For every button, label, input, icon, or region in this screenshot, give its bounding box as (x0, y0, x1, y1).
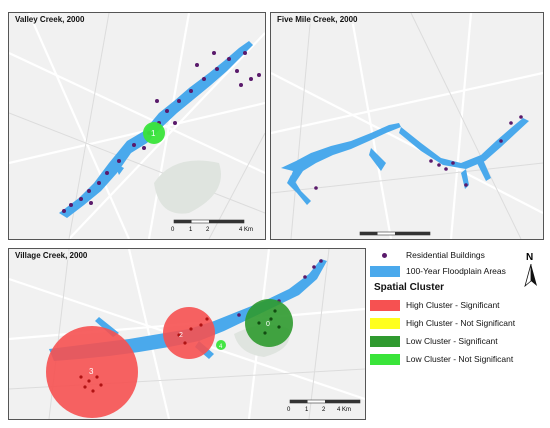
panel-title: Village Creek, 2000 (13, 251, 90, 260)
cluster-circle-high-significant (46, 326, 138, 418)
north-arrow: N (520, 252, 542, 288)
cluster-label: 4 (219, 344, 223, 350)
cluster-label: 2 (179, 332, 183, 339)
cluster-swatch (370, 336, 400, 347)
valley-creek-map: 1 (9, 13, 265, 239)
legend-floodplain: 100-Year Floodplain Areas (370, 266, 540, 278)
scale-tick-4km: 4 Km (239, 227, 254, 233)
panel-title: Five Mile Creek, 2000 (275, 15, 360, 24)
five-mile-creek-map (271, 13, 543, 239)
legend-item: Low Cluster - Not Significant (370, 354, 540, 366)
scale-tick-1: 1 (305, 407, 309, 413)
cluster-circle-low-not-significant (216, 340, 226, 350)
residential-building-icon (382, 253, 387, 258)
legend-item: High Cluster - Not Significant (370, 318, 540, 330)
scale-tick-2: 2 (206, 227, 210, 233)
map-panel-five-mile-creek: Five Mile Creek, 2000 0 1 2 4 Km (270, 12, 544, 240)
panel-title: Valley Creek, 2000 (13, 15, 87, 24)
village-creek-map: 3 2 4 0 (9, 249, 365, 419)
north-label: N (526, 252, 534, 263)
scale-tick-2: 2 (392, 239, 395, 240)
map-panel-valley-creek: 1 Valley Creek, 2000 0 1 2 4 Km (8, 12, 266, 240)
scale-tick-1: 1 (375, 239, 378, 240)
cluster-circle-high-significant (163, 307, 215, 359)
cluster-label: 3 (89, 367, 94, 376)
cluster-label: 1 (151, 129, 156, 138)
cluster-swatch (370, 300, 400, 311)
cluster-swatch (370, 318, 400, 329)
cluster-label: 0 (266, 321, 270, 328)
scale-tick-0: 0 (171, 227, 175, 233)
scale-tick-4km: 4 Km (337, 407, 352, 413)
legend-item: High Cluster - Significant (370, 300, 540, 312)
cluster-swatch (370, 354, 400, 365)
legend-item: Low Cluster - Significant (370, 336, 540, 348)
legend-residential: Residential Buildings (370, 250, 520, 262)
floodplain-area (281, 123, 401, 183)
scale-tick-4km: 4 Km (427, 239, 441, 240)
floodplain-swatch (370, 266, 400, 277)
scale-tick-0: 0 (357, 239, 360, 240)
cluster-circle-low-significant (245, 299, 293, 347)
scale-bar (173, 219, 245, 224)
legend-title: Spatial Cluster (374, 282, 445, 293)
scale-tick-2: 2 (322, 407, 326, 413)
cluster-circle-low-not-significant (143, 122, 165, 144)
scale-tick-1: 1 (189, 227, 193, 233)
scale-bar (289, 399, 361, 404)
north-arrow-icon (524, 264, 537, 288)
map-panel-village-creek: 3 2 4 0 Village Creek, 2000 0 1 2 4 Km (8, 248, 366, 420)
scale-bar (359, 231, 431, 236)
scale-tick-0: 0 (287, 407, 291, 413)
